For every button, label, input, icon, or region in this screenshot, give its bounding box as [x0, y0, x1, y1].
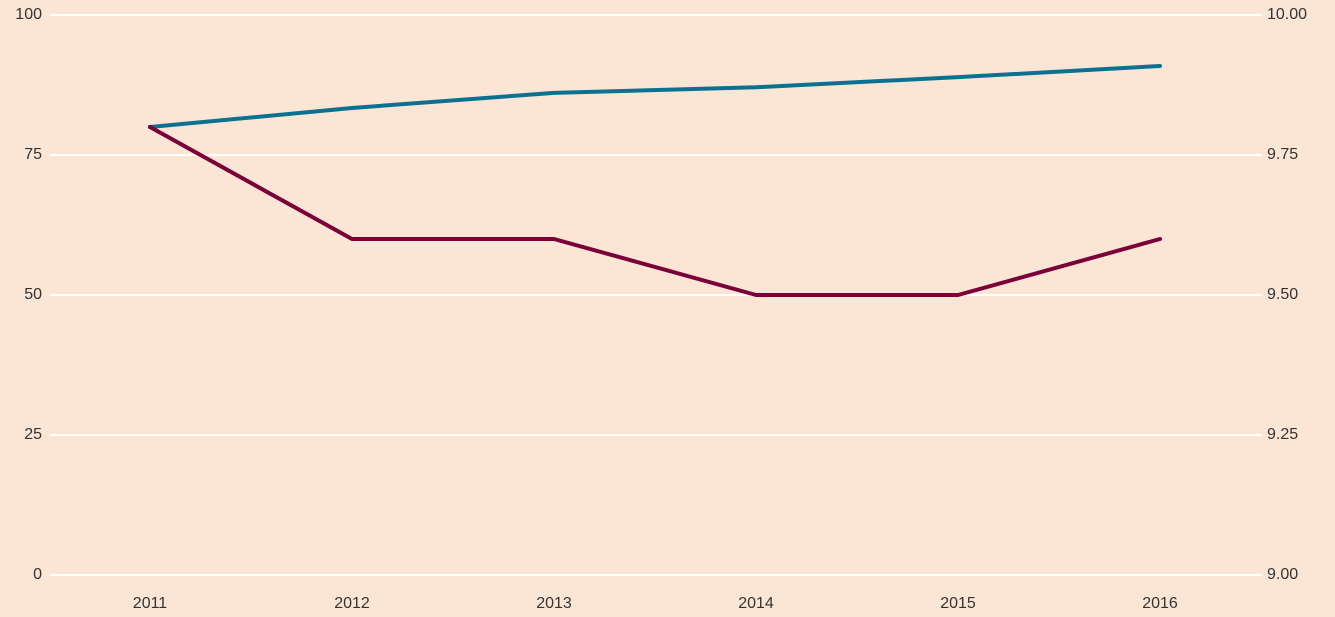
y2-tick-label: 9.25: [1267, 426, 1298, 443]
x-tick-label: 2014: [738, 595, 774, 612]
y-tick-label: 50: [24, 286, 42, 303]
x-tick-label: 2015: [940, 595, 976, 612]
x-tick-label: 2012: [334, 595, 370, 612]
x-tick-label: 2011: [133, 595, 168, 612]
x-tick-label: 2016: [1142, 595, 1178, 612]
y2-tick-label: 9.50: [1267, 286, 1298, 303]
line-series: [148, 63, 1162, 129]
y-tick-label: 100: [15, 6, 42, 23]
y2-tick-label: 9.00: [1267, 566, 1298, 583]
x-tick-label: 2013: [536, 595, 572, 612]
y-tick-label: 25: [24, 426, 42, 443]
y2-tick-label: 9.75: [1267, 146, 1298, 163]
y2-tick-label: 10.00: [1267, 6, 1307, 23]
y-tick-label: 0: [33, 566, 42, 583]
y-tick-label: 75: [24, 146, 42, 163]
line-series: [148, 125, 1162, 297]
